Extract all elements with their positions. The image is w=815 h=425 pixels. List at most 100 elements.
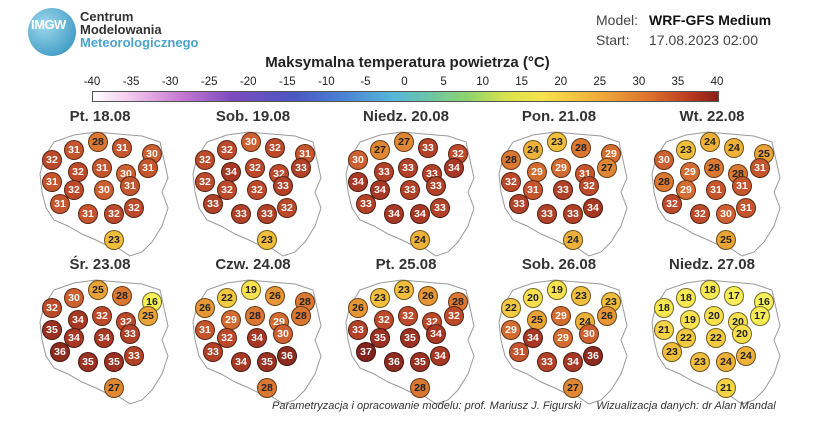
panel-date-label: Pt. 25.08 <box>375 256 437 273</box>
temperature-marker: 33 <box>203 342 223 362</box>
temperature-marker: 31 <box>64 140 84 160</box>
temperature-marker: 23 <box>394 280 414 300</box>
temperature-marker: 34 <box>348 172 368 192</box>
temperature-marker: 37 <box>356 342 376 362</box>
temperature-marker: 21 <box>654 320 674 340</box>
temperature-marker: 18 <box>654 298 674 318</box>
temperature-marker: 33 <box>537 352 557 372</box>
temperature-marker: 35 <box>410 352 430 372</box>
temperature-marker: 33 <box>124 346 144 366</box>
temperature-marker: 22 <box>676 328 696 348</box>
temperature-marker: 32 <box>217 180 237 200</box>
forecast-panel: Czw. 24.08 19 22 26 28 26 29 28 29 28 31 32 34 30 33 34… <box>183 256 323 405</box>
start-label: Start: <box>596 32 630 48</box>
temperature-marker: 18 <box>676 288 696 308</box>
org-line-2: Modelowania <box>80 22 162 37</box>
temperature-marker: 19 <box>547 280 567 300</box>
temperature-marker: 32 <box>68 162 88 182</box>
temperature-marker: 35 <box>78 352 98 372</box>
temperature-marker: 28 <box>410 378 430 398</box>
temperature-marker: 24 <box>410 230 430 250</box>
temperature-marker: 27 <box>563 378 583 398</box>
temperature-marker: 30 <box>64 288 84 308</box>
model-value: WRF-GFS Medium <box>649 12 772 28</box>
scale-tick: -10 <box>318 76 335 88</box>
scale-tick: 20 <box>554 76 568 88</box>
temperature-marker: 32 <box>92 306 112 326</box>
model-label: Model: <box>596 12 639 28</box>
temperature-marker: 33 <box>356 194 376 214</box>
panel-date-label: Wt. 22.08 <box>679 108 745 125</box>
temperature-marker: 34 <box>221 162 241 182</box>
temperature-marker: 27 <box>394 132 414 152</box>
temperature-marker: 32 <box>579 176 599 196</box>
temperature-marker: 23 <box>257 230 277 250</box>
forecast-panel: Pt. 18.08 28 31 31 30 32 32 31 30 31 31 32 30 31 31 31 3… <box>30 108 170 257</box>
temperature-marker: 35 <box>104 352 124 372</box>
temperature-marker: 26 <box>195 298 215 318</box>
temperature-marker: 34 <box>410 204 430 224</box>
temperature-marker: 32 <box>195 172 215 192</box>
temperature-marker: 33 <box>400 180 420 200</box>
temperature-marker: 34 <box>384 204 404 224</box>
temperature-marker: 32 <box>104 204 124 224</box>
temperature-marker: 32 <box>374 310 394 330</box>
temperature-marker: 33 <box>273 176 293 196</box>
forecast-panel: Sob. 19.08 30 32 32 31 32 34 32 32 33 32 32 32 33 33 33… <box>183 108 323 257</box>
temperature-marker: 30 <box>273 324 293 344</box>
temperature-marker: 26 <box>597 306 617 326</box>
temperature-marker: 33 <box>203 194 223 214</box>
panel-date-label: Niedz. 20.08 <box>363 108 449 125</box>
temperature-marker: 33 <box>348 320 368 340</box>
temperature-marker: 31 <box>78 204 98 224</box>
temperature-marker: 31 <box>50 194 70 214</box>
temperature-marker: 31 <box>112 138 132 158</box>
temperature-marker: 31 <box>138 158 158 178</box>
temperature-marker: 31 <box>195 320 215 340</box>
temperature-marker: 28 <box>571 138 591 158</box>
temperature-marker: 33 <box>563 204 583 224</box>
start-value: 17.08.2023 02:00 <box>649 32 758 48</box>
temperature-marker: 23 <box>547 132 567 152</box>
scale-tick: -40 <box>83 76 101 88</box>
temperature-marker: 28 <box>704 158 724 178</box>
temperature-marker: 24 <box>736 346 756 366</box>
panel-date-label: Pt. 18.08 <box>69 108 131 125</box>
temperature-marker: 29 <box>676 180 696 200</box>
temperature-marker: 24 <box>716 352 736 372</box>
scale-tick: 35 <box>671 76 685 88</box>
scale-tick: 0 <box>401 76 408 88</box>
scale-tick: 5 <box>440 76 447 88</box>
temperature-marker: 27 <box>104 378 124 398</box>
temperature-marker: 32 <box>444 306 464 326</box>
temperature-marker: 22 <box>217 288 237 308</box>
credits: Parametryzacja i opracowanie modelu: pro… <box>272 400 788 412</box>
temperature-marker: 32 <box>42 150 62 170</box>
forecast-panel: Niedz. 20.08 27 27 33 32 30 33 33 33 34 34 34 33 33 33… <box>336 108 476 257</box>
temperature-marker: 29 <box>553 328 573 348</box>
temperature-marker: 33 <box>418 138 438 158</box>
temperature-marker: 32 <box>217 328 237 348</box>
temperature-marker: 29 <box>680 162 700 182</box>
color-scale-bar <box>92 91 719 102</box>
temperature-marker: 33 <box>120 324 140 344</box>
temperature-marker: 35 <box>42 320 62 340</box>
temperature-marker: 30 <box>348 150 368 170</box>
temperature-marker: 28 <box>654 172 674 192</box>
temperature-marker: 32 <box>247 180 267 200</box>
temperature-marker: 25 <box>527 310 547 330</box>
imgw-logo <box>28 8 76 56</box>
temperature-marker: 31 <box>509 342 529 362</box>
credits-visualization: Wizualizacja danych: dr Alan Mandal <box>596 400 776 412</box>
temperature-marker: 34 <box>370 180 390 200</box>
temperature-marker: 36 <box>583 346 603 366</box>
temperature-marker: 34 <box>583 198 603 218</box>
temperature-marker: 31 <box>523 180 543 200</box>
temperature-marker: 31 <box>706 180 726 200</box>
temperature-marker: 31 <box>92 158 112 178</box>
temperature-marker: 31 <box>750 158 770 178</box>
temperature-marker: 24 <box>523 140 543 160</box>
color-scale-ticks: -40 -35 -30 -25 -20 -15 -10 -5 0 5 10 15 20 25 30 35 40 <box>0 76 815 90</box>
temperature-marker: 34 <box>94 328 114 348</box>
org-line-3: Meteorologicznego <box>80 35 199 50</box>
